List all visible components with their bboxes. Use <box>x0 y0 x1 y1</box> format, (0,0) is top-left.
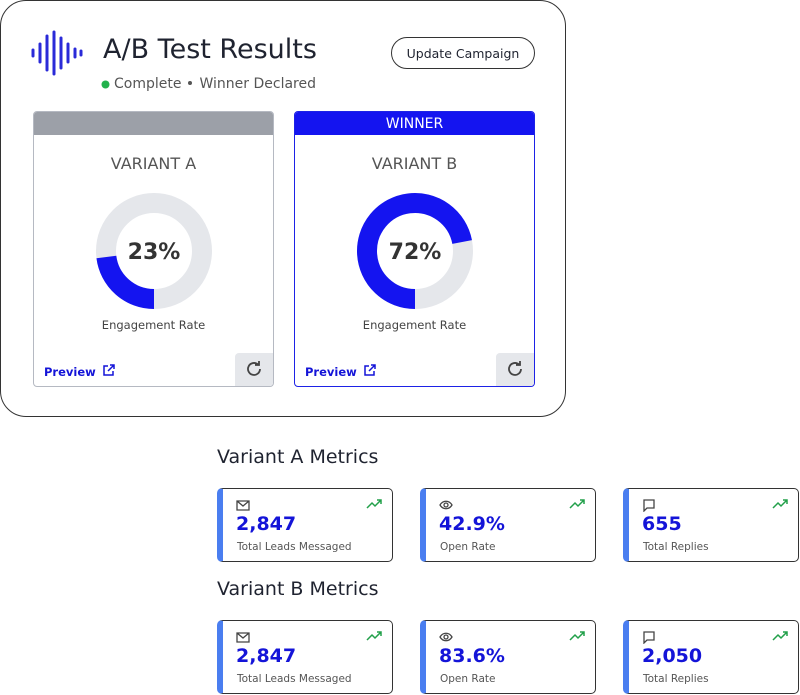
metric-value: 42.9% <box>439 513 505 535</box>
update-button[interactable]: Update Campaign <box>391 37 535 69</box>
trend-icon <box>569 631 585 641</box>
icon <box>247 361 261 376</box>
external-icon <box>103 364 115 376</box>
results-card <box>0 0 566 417</box>
metric-card: 83.6% Open Rate <box>420 620 596 694</box>
icon <box>643 631 655 644</box>
metric-value: 2,847 <box>236 513 297 535</box>
trend-icon <box>772 631 788 641</box>
preview-text: Preview <box>305 365 357 379</box>
metric-label: Total Leads Messaged <box>237 673 352 685</box>
metrics-title: Variant B Metrics <box>217 578 379 600</box>
status-dot <box>101 80 110 89</box>
icon <box>366 499 382 509</box>
title: A/B Test Results <box>103 34 317 65</box>
metric-card: 2,847 Total Leads Messaged <box>217 488 393 562</box>
metric-card: 655 Total Replies <box>623 488 799 562</box>
icon <box>772 499 788 509</box>
metric-icon <box>643 499 655 512</box>
icon <box>236 632 250 643</box>
icon <box>569 631 585 641</box>
caption: Engagement Rate <box>101 318 206 332</box>
donut: 23% <box>96 193 212 309</box>
icon <box>439 632 453 642</box>
metric-icon <box>439 500 453 510</box>
metric-label: Total Leads Messaged <box>237 541 352 553</box>
refresh-icon <box>508 361 522 376</box>
separator <box>188 81 193 85</box>
variant-card: WINNER VARIANT B 72% Engagement Rate Preview <box>294 111 535 387</box>
donut-arc <box>357 193 472 309</box>
result-text: Winner Declared <box>199 76 316 92</box>
icon <box>366 631 382 641</box>
refresh-button[interactable] <box>235 353 273 386</box>
icon <box>236 500 250 511</box>
status: Complete Winner Declared <box>114 76 316 92</box>
metric-card: 2,847 Total Leads Messaged <box>217 620 393 694</box>
trend-icon <box>569 499 585 509</box>
external-icon <box>364 364 376 376</box>
icon <box>508 361 522 376</box>
refresh-icon <box>247 361 261 376</box>
icon <box>569 499 585 509</box>
trend-icon <box>366 631 382 641</box>
metric-card: 42.9% Open Rate <box>420 488 596 562</box>
metric-label: Total Replies <box>643 673 709 685</box>
preview-link[interactable]: Preview <box>44 364 116 379</box>
icon <box>643 499 655 512</box>
metric-icon <box>236 500 250 511</box>
logo <box>31 30 83 76</box>
metric-card: 2,050 Total Replies <box>623 620 799 694</box>
variant-card: VARIANT A 23% Engagement Rate Preview <box>33 111 274 387</box>
icon <box>772 631 788 641</box>
donut-label: 72% <box>389 240 442 265</box>
metric-value: 83.6% <box>439 645 505 667</box>
trend-icon <box>366 499 382 509</box>
preview-link[interactable]: Preview <box>305 364 377 379</box>
metric-icon <box>439 632 453 642</box>
variant-name: VARIANT B <box>371 154 458 173</box>
icon <box>364 364 376 376</box>
metric-value: 2,847 <box>236 645 297 667</box>
metric-value: 655 <box>642 513 682 535</box>
status-text: Complete <box>114 76 182 92</box>
metric-label: Open Rate <box>440 673 496 685</box>
trend-icon <box>772 499 788 509</box>
donut-arc <box>96 255 155 309</box>
variant-header: WINNER <box>295 112 534 135</box>
metric-icon <box>643 631 655 644</box>
donut-label: 23% <box>128 240 181 265</box>
variant-header <box>34 112 273 135</box>
icon <box>103 364 115 376</box>
preview-text: Preview <box>44 365 96 379</box>
donut: 72% <box>357 193 473 309</box>
metrics-title: Variant A Metrics <box>217 446 379 468</box>
metric-label: Total Replies <box>643 541 709 553</box>
metric-icon <box>236 632 250 643</box>
metric-label: Open Rate <box>440 541 496 553</box>
variant-name: VARIANT A <box>110 154 197 173</box>
caption: Engagement Rate <box>362 318 467 332</box>
icon <box>439 500 453 510</box>
refresh-button[interactable] <box>496 353 534 386</box>
metric-value: 2,050 <box>642 645 703 667</box>
